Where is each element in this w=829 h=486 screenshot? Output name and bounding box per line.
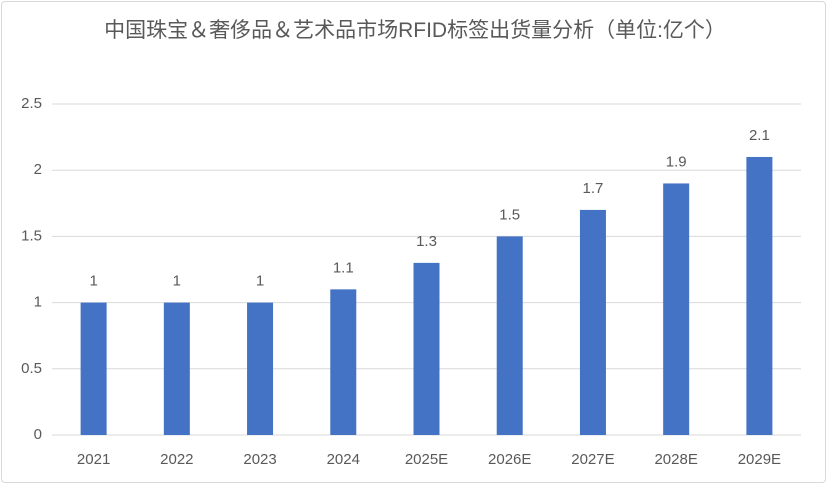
y-tick-label: 0.5 [21, 360, 42, 377]
y-tick-label: 2 [34, 161, 42, 178]
value-label: 1.1 [333, 259, 354, 276]
bar [413, 262, 440, 435]
x-tick-label: 2023 [243, 451, 276, 468]
y-tick-label: 1 [34, 294, 42, 311]
y-tick-label: 0 [34, 426, 42, 443]
x-tick-label: 2022 [160, 451, 193, 468]
value-label: 2.1 [749, 127, 770, 144]
x-tick-label: 2021 [77, 451, 110, 468]
value-label: 1.3 [416, 233, 437, 250]
x-tick-label: 2027E [571, 451, 614, 468]
chart-title: 中国珠宝＆奢侈品＆艺术品市场RFID标签出货量分析（单位:亿个） [104, 19, 726, 42]
x-tick-label: 2024 [327, 451, 360, 468]
bar [496, 236, 523, 435]
value-label: 1 [256, 273, 264, 290]
x-tick-label: 2025E [405, 451, 448, 468]
y-tick-label: 2.5 [21, 95, 42, 112]
bar [163, 302, 190, 435]
value-label: 1 [173, 273, 181, 290]
value-label: 1.5 [499, 206, 520, 223]
x-tick-label: 2028E [654, 451, 697, 468]
y-tick-label: 1.5 [21, 227, 42, 244]
x-tick-label: 2029E [738, 451, 781, 468]
bar [579, 209, 606, 435]
value-label: 1 [89, 273, 97, 290]
value-label: 1.9 [666, 153, 687, 170]
bar [247, 302, 274, 435]
bar [330, 289, 357, 435]
value-label: 1.7 [583, 180, 604, 197]
bar [80, 302, 107, 435]
x-tick-label: 2026E [488, 451, 531, 468]
bar [663, 183, 690, 435]
bar [746, 156, 773, 435]
